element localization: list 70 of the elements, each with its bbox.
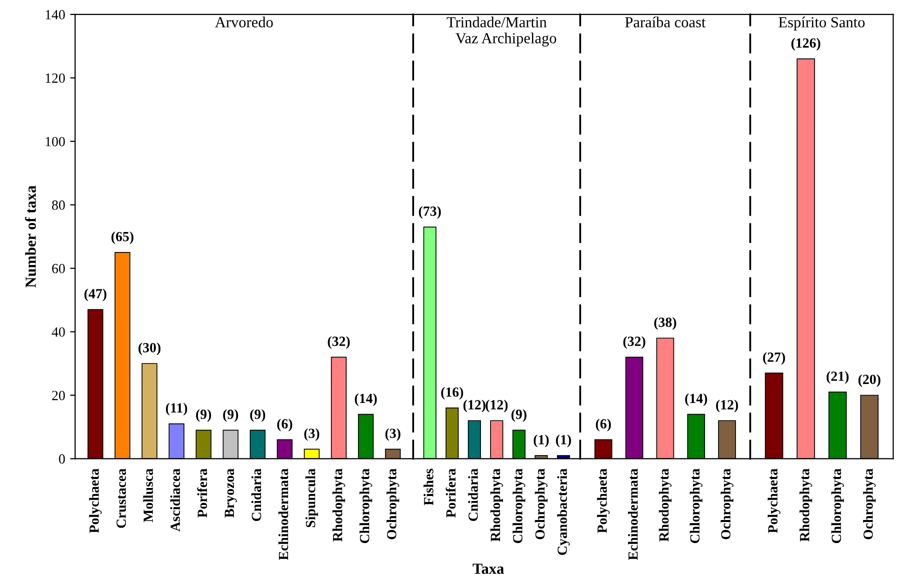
data-label: (1) xyxy=(556,434,571,448)
data-label: (21) xyxy=(826,371,849,384)
data-label: (14) xyxy=(685,393,708,406)
y-tick-label: 20 xyxy=(52,390,65,400)
x-tick-label: Ochrophyta xyxy=(534,468,548,540)
data-label: (32) xyxy=(328,336,350,349)
x-tick-label: Bryozoa xyxy=(224,468,237,518)
x-tick-label: Cnidaria xyxy=(251,468,262,522)
data-label: (6) xyxy=(277,418,292,432)
data-label: (12) xyxy=(716,400,738,412)
x-tick-label: Fishes xyxy=(424,468,434,506)
data-label: (73) xyxy=(418,206,441,219)
x-tick-label: Sipuncula xyxy=(305,468,318,528)
x-tick-label: Echinodermata xyxy=(278,468,288,560)
chart-title: Paraíba coast xyxy=(625,16,706,28)
data-label: (9) xyxy=(196,409,212,422)
data-label: (16) xyxy=(441,387,464,400)
x-tick-label: Polychaeta xyxy=(597,468,610,533)
y-tick-label: 60 xyxy=(52,264,65,274)
chart-title: Espírito Santo xyxy=(778,16,865,31)
y-tick-label: 0 xyxy=(58,454,65,464)
x-tick-label: Chlorophyta xyxy=(831,468,844,544)
x-tick-label: Chlorophyta xyxy=(360,468,372,544)
data-label: (3) xyxy=(385,428,400,441)
x-tick-label: Ochrophyta xyxy=(720,468,734,540)
data-label: (3) xyxy=(304,428,320,441)
y-tick-label: 140 xyxy=(46,10,65,20)
y-tick-label: 80 xyxy=(52,200,65,210)
data-label: (20) xyxy=(858,374,880,387)
x-tick-label: Chlorophyta xyxy=(512,468,526,544)
x-tick-label: Rhodophyta xyxy=(332,468,346,542)
data-label: (11) xyxy=(166,402,188,416)
data-label: (32) xyxy=(623,336,646,349)
data-label: (1) xyxy=(534,434,549,448)
x-tick-label: Rhodophyta xyxy=(490,468,503,542)
x-tick-label: Ochrophyta xyxy=(386,468,400,540)
x-tick-label: Polychaeta xyxy=(89,468,102,533)
y-tick-label: 40 xyxy=(52,327,65,337)
data-label: (47) xyxy=(84,288,106,302)
x-tick-label: Echinodermata xyxy=(628,468,638,560)
text: Trindade/Martin Vaz Archipelago xyxy=(446,16,556,47)
x-tick-label: Rhodophyta xyxy=(800,468,812,542)
data-label: (12) xyxy=(486,400,508,412)
x-tick-label: Ochrophyta xyxy=(863,468,876,540)
data-label: (27) xyxy=(763,352,786,365)
x-tick-label: Polychaeta xyxy=(768,468,780,533)
data-label: (12) xyxy=(463,400,486,412)
data-label: (65) xyxy=(111,232,134,244)
x-tick-label: Porifera xyxy=(446,468,456,518)
x-tick-label: Mollusca xyxy=(143,468,153,522)
y-axis-title: Number of taxa xyxy=(24,186,36,288)
x-tick-label: Crustacea xyxy=(116,468,126,528)
data-label: (30) xyxy=(138,342,160,356)
data-label: (9) xyxy=(511,409,526,422)
data-label: (9) xyxy=(223,409,238,422)
data-label: (126) xyxy=(791,38,820,51)
data-label: (6) xyxy=(596,418,611,432)
x-tick-label: Cnidaria xyxy=(468,468,478,522)
x-tick-label: Cyanobacteria xyxy=(557,468,570,555)
data-label: (9) xyxy=(250,409,266,422)
x-tick-label: Chlorophyta xyxy=(690,468,702,544)
x-tick-label: Porifera xyxy=(197,468,208,518)
x-tick-label: Ascidiacea xyxy=(170,468,180,532)
chart-title: Arvoredo xyxy=(215,16,273,28)
x-axis-title: Taxa xyxy=(472,564,504,574)
data-label: (14) xyxy=(354,393,377,406)
x-tick-label: Rhodophyta xyxy=(658,468,672,542)
data-label: (38) xyxy=(654,317,676,330)
y-tick-label: 100 xyxy=(46,136,65,146)
y-tick-label: 120 xyxy=(46,73,65,83)
